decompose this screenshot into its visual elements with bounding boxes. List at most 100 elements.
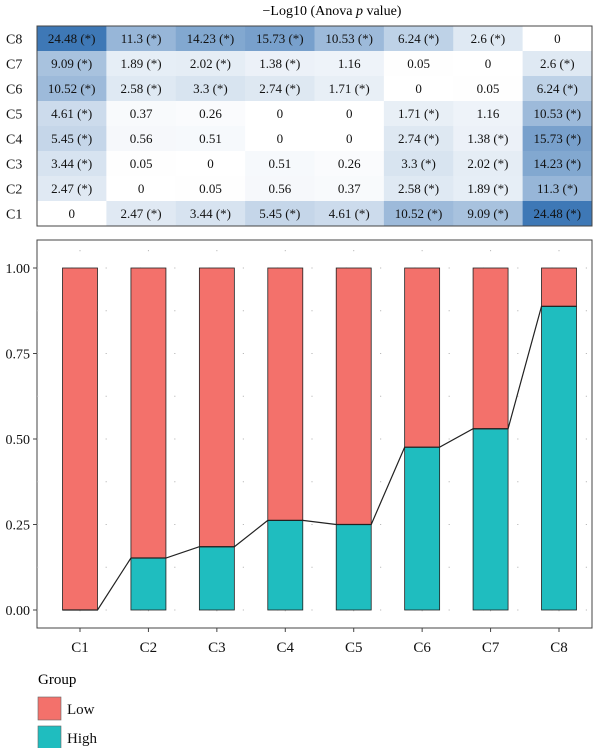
bar-segment-high [130, 557, 167, 611]
heatmap-cell [383, 51, 454, 77]
heatmap-cell-label: 0 [138, 181, 145, 196]
legend-swatch-low [37, 696, 62, 721]
heatmap-cell [37, 126, 107, 152]
x-tick-label: C5 [345, 640, 363, 656]
bar-chart-y-axis: 0.00 0.25 0.50 0.75 1.00 [6, 262, 37, 619]
heatmap-cell-label: 3.44 (*) [190, 206, 231, 221]
heatmap-cell-label: 3.3 (*) [401, 156, 436, 171]
bar-segment-low [541, 267, 577, 307]
heatmap-cell-label: 6.24 (*) [398, 31, 439, 46]
heatmap-cell-label: 0.05 [407, 56, 430, 71]
heatmap-cell [37, 201, 107, 227]
heatmap-cell-label: 15.73 (*) [533, 131, 581, 146]
heatmap-cell-label: 0 [415, 81, 422, 96]
heatmap-cell [453, 176, 524, 202]
heatmap-cell [522, 151, 593, 177]
heatmap-cell [522, 176, 593, 202]
heatmap-cell-label: 1.38 (*) [467, 131, 508, 146]
heatmap-cell [175, 51, 246, 77]
heatmap-cell-label: 0.26 [199, 106, 222, 121]
heatmap-cell [37, 176, 107, 202]
heatmap-cell-label: 14.23 (*) [187, 31, 235, 46]
heatmap-cell-label: 0 [68, 206, 75, 221]
heatmap-title-italic: p [355, 4, 363, 19]
bar-segment-low [198, 267, 235, 548]
heatmap-cell [37, 101, 107, 127]
heatmap-cell [314, 201, 385, 227]
bar-segment-low [62, 267, 98, 611]
heatmap-cell [383, 176, 454, 202]
heatmap-cell [175, 201, 246, 227]
y-tick-label: 0.50 [6, 433, 31, 448]
heatmap-cell-label: 6.24 (*) [537, 81, 578, 96]
legend-swatch-high [37, 725, 62, 748]
high-share-trend-line [62, 305, 577, 611]
heatmap-cell-label: 2.6 (*) [471, 31, 506, 46]
heatmap-cell-label: 24.48 (*) [533, 206, 581, 221]
heatmap-cell-label: 2.6 (*) [540, 56, 575, 71]
heatmap-cell [245, 201, 315, 227]
bar-segment-high [198, 546, 235, 611]
heatmap-cell [314, 101, 385, 127]
heatmap-cell [175, 26, 246, 52]
bar-chart-grid [37, 250, 592, 620]
heatmap-cell [245, 76, 315, 102]
heatmap-cell-label: 10.52 (*) [48, 81, 96, 96]
heatmap-cell-label: 4.61 (*) [329, 206, 370, 221]
heatmap-cell [245, 101, 315, 127]
heatmap-title: −Log10 (Anova p value) [263, 4, 402, 19]
bar-chart-x-axis: C1 C2 C3 C4 C5 C6 C7 C8 [71, 628, 568, 656]
heatmap-cell-label: 0 [346, 106, 353, 121]
heatmap-cell-label: 2.58 (*) [398, 181, 439, 196]
heatmap-cell-label: 2.74 (*) [398, 131, 439, 146]
heatmap-cell-label: 0.05 [199, 181, 222, 196]
bar-segment-low [472, 267, 509, 430]
heatmap-cell [175, 101, 246, 127]
heatmap-cell [314, 176, 385, 202]
heatmap-cell [522, 101, 593, 127]
heatmap-cell-label: 0.26 [338, 156, 361, 171]
y-tick-label: 0.25 [6, 519, 31, 534]
bar-segment-high [267, 519, 304, 611]
heatmap-row-label: C1 [6, 208, 22, 223]
y-tick-label: 0.75 [6, 348, 31, 363]
heatmap-cell-label: 11.3 (*) [537, 181, 578, 196]
heatmap-cell [106, 26, 177, 52]
heatmap-cell-label: 2.47 (*) [51, 181, 92, 196]
heatmap-cell-label: 1.38 (*) [259, 56, 300, 71]
heatmap-cell [37, 51, 107, 77]
heatmap-row-label: C4 [6, 133, 22, 148]
heatmap-cell-label: 0.51 [268, 156, 291, 171]
heatmap-cell-label: 2.02 (*) [190, 56, 231, 71]
x-tick-label: C4 [277, 640, 295, 656]
heatmap-cell [37, 151, 107, 177]
x-tick-label: C7 [482, 640, 500, 656]
heatmap-cell-label: 0.56 [268, 181, 291, 196]
heatmap-cell-label: 0.51 [199, 131, 222, 146]
heatmap-cell-label: 11.3 (*) [121, 31, 162, 46]
heatmap-cell-label: 5.45 (*) [259, 206, 300, 221]
heatmap-cell-label: 14.23 (*) [533, 156, 581, 171]
heatmap-cell-label: 0.56 [130, 131, 153, 146]
heatmap-cell [383, 151, 454, 177]
bar-segment-low [404, 267, 441, 448]
heatmap-row-label: C6 [6, 83, 22, 98]
legend-label-high: High [67, 731, 98, 747]
heatmap-cell-label: 3.3 (*) [193, 81, 228, 96]
bar-segment-high [404, 446, 441, 611]
heatmap-cell-label: 0.05 [477, 81, 500, 96]
heatmap-cell-label: 0 [277, 131, 284, 146]
bar-segment-high [335, 524, 372, 611]
heatmap-row-label: C8 [6, 33, 22, 48]
legend-label-low: Low [67, 702, 95, 718]
heatmap-cell [245, 51, 315, 77]
x-tick-label: C8 [550, 640, 568, 656]
legend: Group Low High [37, 672, 98, 748]
heatmap-cell [383, 126, 454, 152]
heatmap-cell [175, 126, 246, 152]
heatmap-cell-label: 1.89 (*) [120, 56, 161, 71]
heatmap-cell [37, 26, 107, 52]
heatmap-cell [522, 51, 593, 77]
heatmap-cell-label: 4.61 (*) [51, 106, 92, 121]
